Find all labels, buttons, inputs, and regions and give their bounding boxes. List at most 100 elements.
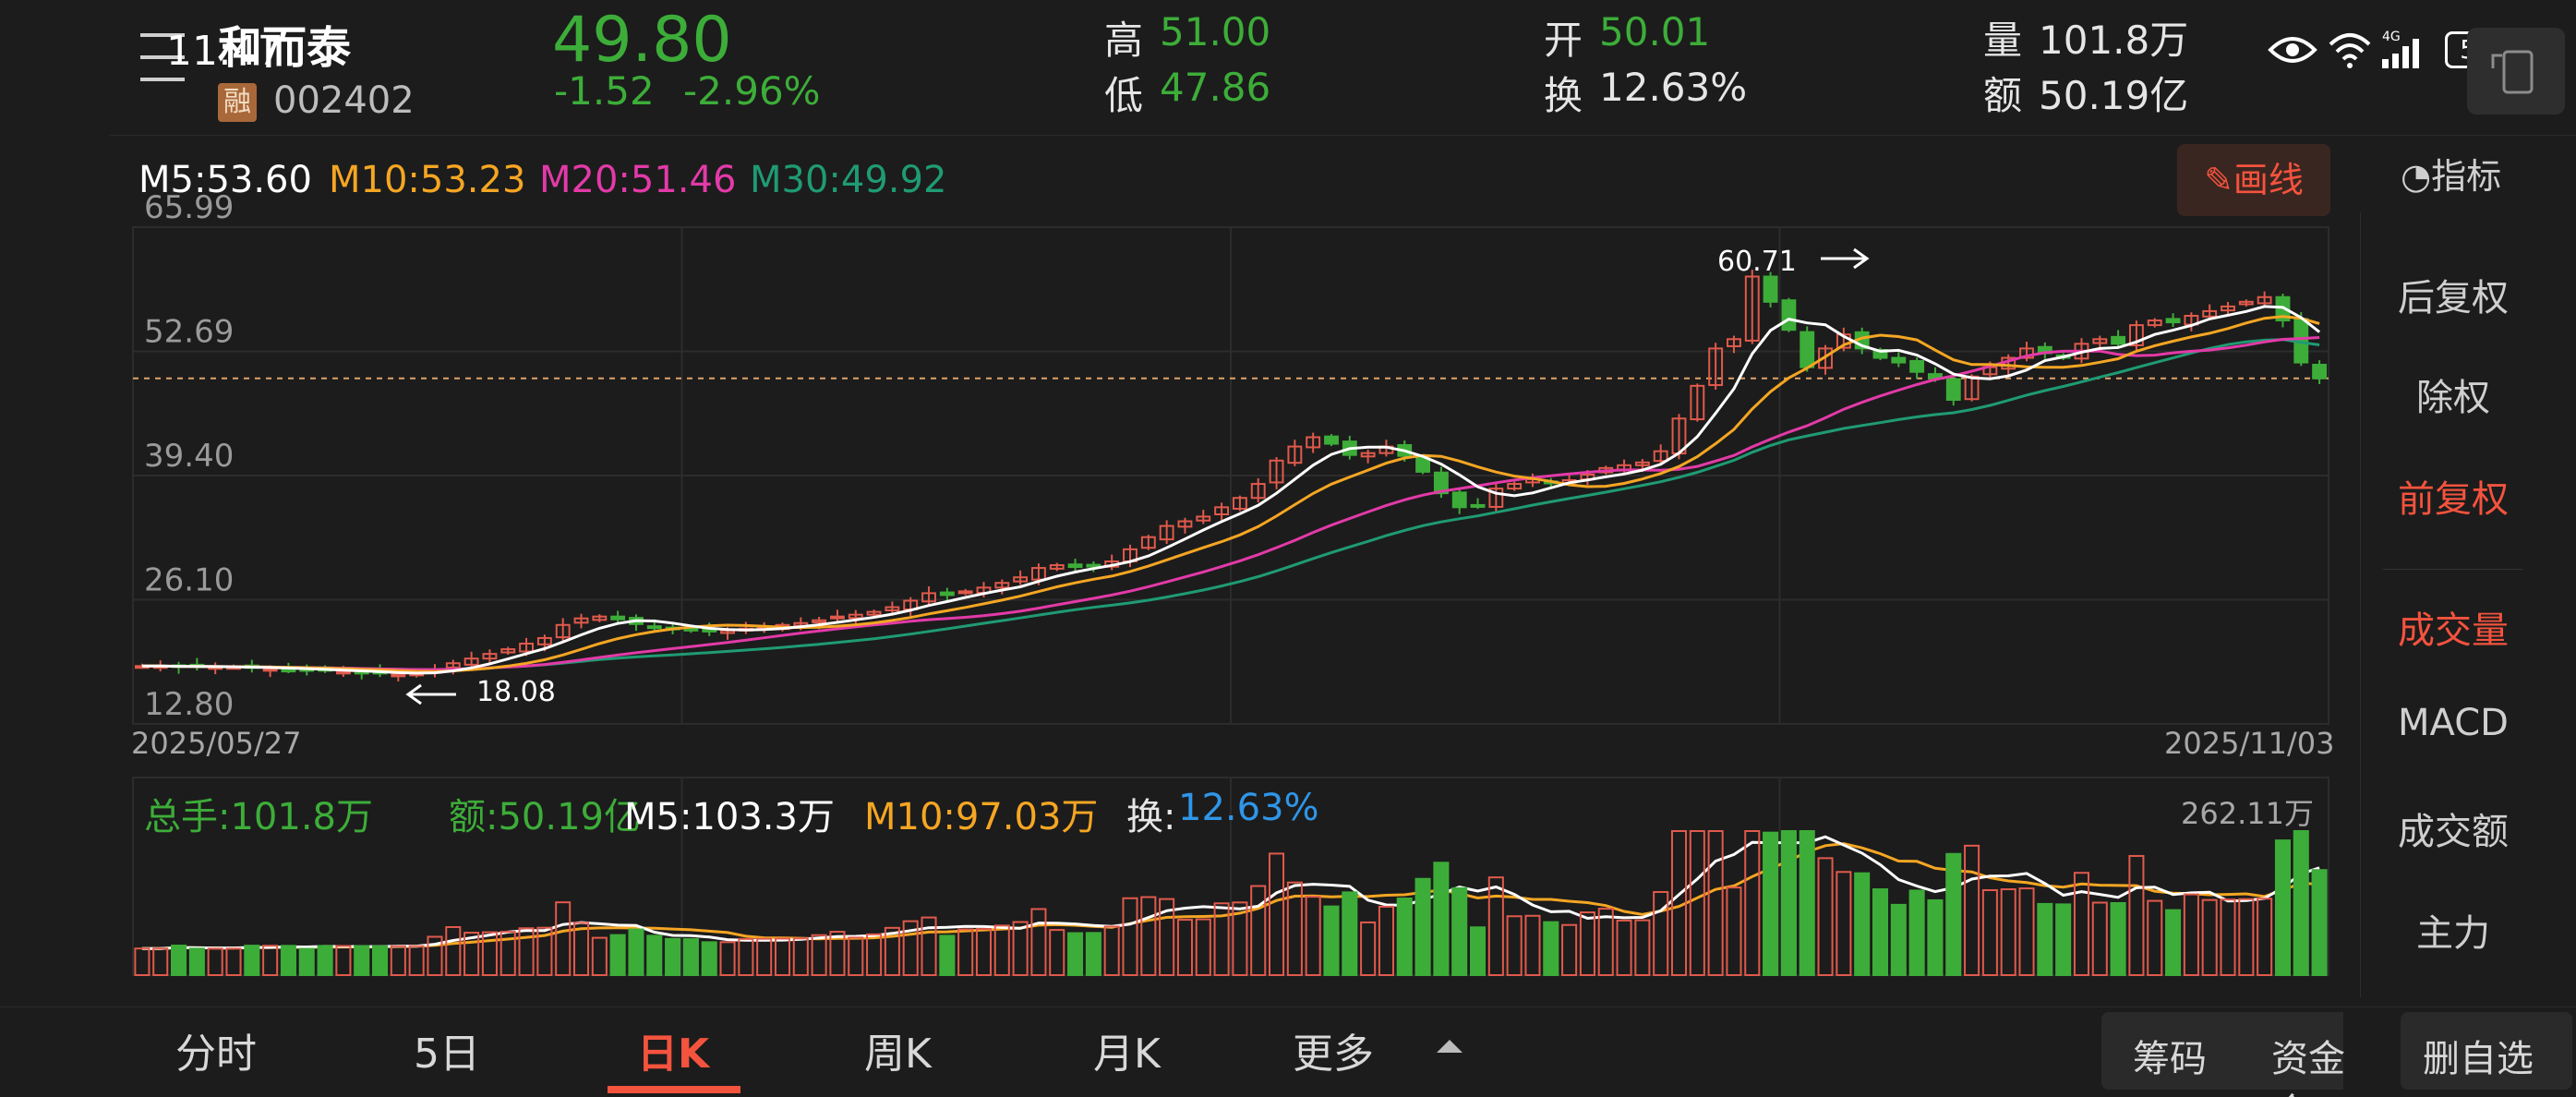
high-annotation: 60.71 bbox=[1717, 246, 1797, 278]
tab-monthly-k[interactable]: 月K bbox=[1093, 1031, 1161, 1078]
candle-body bbox=[463, 657, 479, 666]
candle-body bbox=[2312, 363, 2328, 380]
candle-body bbox=[1140, 536, 1156, 549]
volume-bar bbox=[134, 947, 150, 976]
volume-bar bbox=[1524, 914, 1541, 977]
candle-body bbox=[1324, 435, 1339, 445]
volume-bar bbox=[1451, 886, 1468, 976]
tab-more[interactable]: 更多 bbox=[1293, 1031, 1374, 1078]
landscape-toggle-button[interactable] bbox=[2467, 28, 2565, 115]
volume-bar bbox=[298, 947, 315, 977]
candle-body bbox=[555, 623, 571, 639]
amount-indicator-option[interactable]: 成交额 bbox=[2398, 811, 2509, 853]
volume-bar bbox=[1487, 876, 1504, 976]
ex-rights-option[interactable]: 除权 bbox=[2416, 377, 2490, 419]
stock-name: 和而泰 bbox=[218, 22, 352, 74]
volume-bar bbox=[1670, 830, 1688, 976]
open-label: 开 bbox=[1544, 18, 1583, 63]
volume-bar bbox=[1763, 831, 1779, 976]
volume-bar bbox=[1908, 889, 1925, 976]
funds-button-2[interactable]: 资金 bbox=[2271, 1038, 2345, 1080]
ma20-legend: M20:51.46 bbox=[539, 159, 737, 201]
volume-indicator-option[interactable]: 成交量 bbox=[2398, 609, 2509, 652]
tab-intraday[interactable]: 分时 bbox=[175, 1031, 257, 1078]
ma10-legend: M10:53.23 bbox=[329, 159, 526, 201]
remove-watchlist-button[interactable]: 删自选 bbox=[2401, 1012, 2572, 1090]
eye-icon bbox=[2268, 37, 2317, 63]
candle-body bbox=[1433, 471, 1449, 495]
volume-bar bbox=[1799, 830, 1815, 976]
low-annotation: 18.08 bbox=[476, 676, 556, 708]
right-panel-divider bbox=[2383, 569, 2523, 570]
tab-5day[interactable]: 5日 bbox=[414, 1031, 480, 1078]
candle-body bbox=[2202, 309, 2218, 318]
vol-turnover: 12.63% bbox=[1178, 787, 1319, 829]
indicator-button[interactable]: ◔指标 bbox=[2401, 148, 2501, 199]
post-adjust-option[interactable]: 后复权 bbox=[2398, 277, 2509, 319]
amount-value: 50.19亿 bbox=[2039, 73, 2189, 118]
volume-bar bbox=[1122, 897, 1138, 976]
volume-bar bbox=[628, 928, 644, 977]
menu-icon-line3[interactable] bbox=[140, 78, 185, 81]
volume-label: 量 bbox=[1983, 18, 2023, 63]
menu-icon-line2[interactable] bbox=[140, 55, 185, 59]
funds-button-bg bbox=[2260, 1012, 2343, 1090]
candle-body bbox=[519, 643, 534, 653]
kline-chart[interactable]: 65.99 52.69 39.40 26.10 12.80 bbox=[0, 0, 2364, 1005]
volume-bar bbox=[536, 926, 553, 976]
volume-bar bbox=[719, 941, 736, 976]
candle-body bbox=[1470, 503, 1486, 508]
ma30-legend: M30:49.92 bbox=[750, 159, 947, 201]
draw-line-button[interactable]: ✎画线 bbox=[2177, 144, 2330, 216]
volume-bar bbox=[792, 937, 809, 977]
volume-bar bbox=[1707, 830, 1724, 976]
price-tick-label: 26.10 bbox=[144, 561, 234, 598]
vol-m5: M5:103.3万 bbox=[624, 796, 835, 838]
volume-bar bbox=[2311, 869, 2328, 976]
volume-bar bbox=[2037, 902, 2053, 976]
chips-button[interactable]: 筹码 bbox=[2133, 1038, 2207, 1080]
vol-max-label: 262.11万 bbox=[2181, 796, 2314, 831]
tab-weekly-k[interactable]: 周K bbox=[864, 1031, 932, 1078]
volume-bar bbox=[354, 945, 370, 976]
volume-bar bbox=[848, 936, 864, 977]
candle-body bbox=[1451, 491, 1467, 509]
volume-bar bbox=[1780, 830, 1797, 976]
volume-bar bbox=[1342, 891, 1358, 977]
volume-bar bbox=[975, 928, 993, 977]
candle-body bbox=[1800, 331, 1815, 368]
svg-text:4G: 4G bbox=[2382, 30, 2401, 44]
volume-bar bbox=[1579, 911, 1595, 977]
pre-adjust-option[interactable]: 前复权 bbox=[2398, 478, 2509, 521]
volume-bar bbox=[572, 922, 590, 977]
volume-bar bbox=[225, 947, 242, 976]
volume-bar bbox=[280, 945, 296, 977]
tab-daily-k[interactable]: 日K bbox=[637, 1031, 710, 1078]
volume-bar bbox=[1250, 885, 1267, 976]
ma10-line bbox=[141, 315, 2320, 673]
candle-body bbox=[391, 673, 406, 678]
candle-body bbox=[2128, 324, 2144, 346]
volume-bar bbox=[1945, 852, 1962, 976]
candle-body bbox=[1214, 506, 1230, 516]
candle-body bbox=[536, 636, 552, 645]
menu-icon[interactable] bbox=[140, 33, 185, 37]
volume-bar bbox=[1890, 903, 1907, 976]
volume-bar bbox=[152, 947, 169, 976]
main-force-indicator-option[interactable]: 主力 bbox=[2416, 912, 2490, 955]
candle-body bbox=[2147, 319, 2162, 327]
remove-watchlist-label: 删自选 bbox=[2423, 1038, 2534, 1080]
candle-body bbox=[1653, 450, 1668, 463]
header-divider bbox=[109, 135, 2576, 136]
volume-bar bbox=[701, 941, 717, 976]
volume-bar bbox=[811, 934, 827, 976]
candle-body bbox=[1781, 299, 1797, 332]
volume-bar bbox=[1159, 898, 1175, 976]
volume-bar bbox=[1085, 932, 1101, 976]
volume-bar bbox=[481, 931, 498, 976]
volume-bar bbox=[682, 938, 699, 976]
low-label: 低 bbox=[1104, 73, 1144, 118]
caret-up-icon[interactable] bbox=[1437, 1040, 1463, 1053]
macd-indicator-option[interactable]: MACD bbox=[2398, 702, 2509, 744]
candle-body bbox=[335, 670, 351, 675]
